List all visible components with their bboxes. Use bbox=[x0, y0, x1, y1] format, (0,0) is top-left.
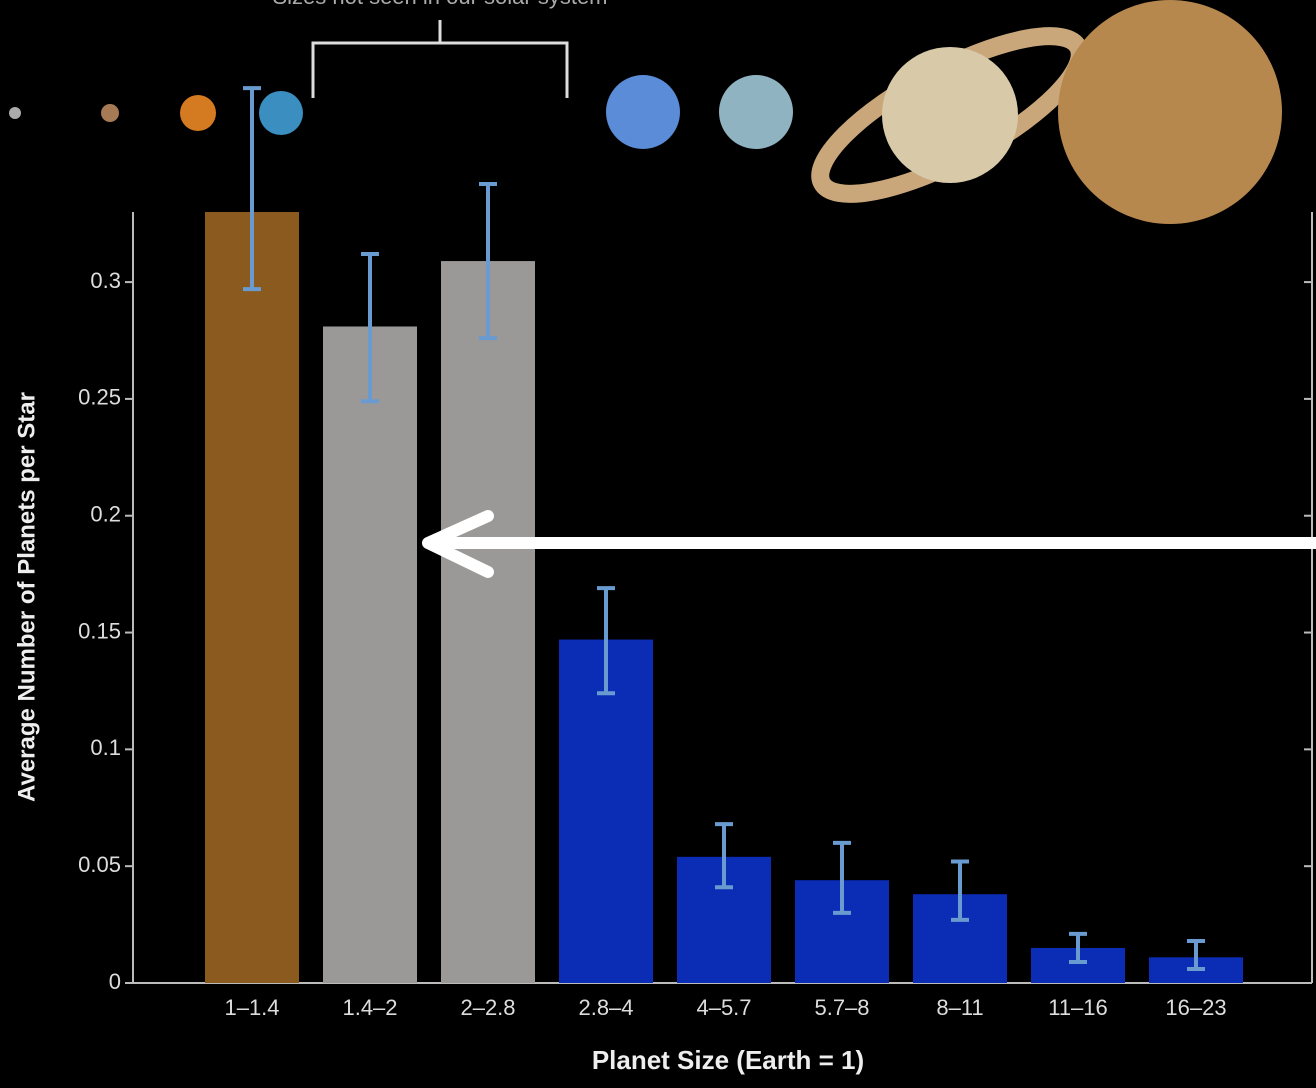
x-tick-label: 16–23 bbox=[1165, 995, 1226, 1020]
error-bar bbox=[715, 822, 733, 890]
error-bar bbox=[243, 86, 261, 292]
x-tick-label: 5.7–8 bbox=[814, 995, 869, 1020]
error-bar bbox=[951, 859, 969, 922]
x-tick-label: 8–11 bbox=[936, 995, 983, 1020]
venus bbox=[180, 95, 216, 131]
x-tick-label: 11–16 bbox=[1048, 995, 1108, 1020]
y-tick-label: 0 bbox=[109, 969, 121, 994]
earth bbox=[259, 91, 303, 135]
y-tick-label: 0.3 bbox=[90, 268, 121, 293]
error-bar bbox=[833, 840, 851, 915]
error-bar bbox=[597, 586, 615, 696]
error-bar bbox=[1187, 938, 1205, 971]
y-tick-label: 0.25 bbox=[78, 385, 121, 410]
y-tick-label: 0.05 bbox=[78, 852, 121, 877]
x-axis-label: Planet Size (Earth = 1) bbox=[592, 1045, 864, 1075]
planets bbox=[9, 0, 1282, 224]
saturn bbox=[882, 47, 1018, 183]
mercury bbox=[9, 107, 21, 119]
bar bbox=[441, 261, 535, 984]
y-axis-label: Average Number of Planets per Star bbox=[13, 392, 40, 802]
error-bar bbox=[361, 252, 379, 404]
x-tick-label: 2.8–4 bbox=[578, 995, 633, 1020]
neptune bbox=[606, 75, 680, 149]
error-bar bbox=[479, 181, 497, 341]
annotation: Sizes not seen in our solar system bbox=[272, 0, 607, 9]
x-tick-label: 2–2.8 bbox=[460, 995, 515, 1020]
bar bbox=[205, 212, 299, 983]
error-bar bbox=[1069, 931, 1087, 964]
x-tick-label: 1–1.4 bbox=[224, 995, 279, 1020]
y-tick-label: 0.2 bbox=[90, 502, 121, 527]
jupiter bbox=[1058, 0, 1282, 224]
y-tick-label: 0.1 bbox=[90, 735, 121, 760]
y-tick-label: 0.15 bbox=[78, 618, 121, 643]
mars bbox=[101, 104, 119, 122]
x-tick-label: 1.4–2 bbox=[342, 995, 397, 1020]
uranus bbox=[719, 75, 793, 149]
bar bbox=[323, 326, 417, 983]
x-tick-label: 4–5.7 bbox=[696, 995, 751, 1020]
bar bbox=[559, 639, 653, 983]
bracket bbox=[311, 20, 569, 98]
arrow bbox=[422, 510, 1316, 578]
